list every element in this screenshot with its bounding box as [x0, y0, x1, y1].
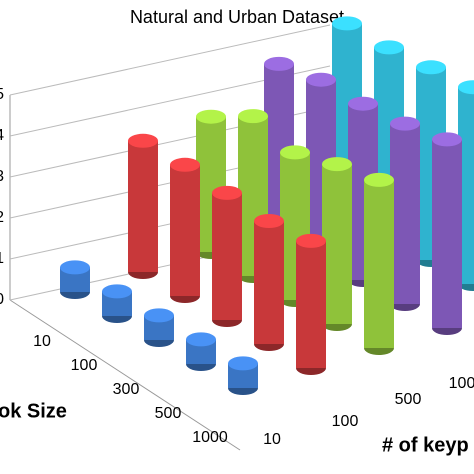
cylinder-top — [186, 332, 216, 347]
x-tick-label: 300 — [113, 381, 140, 398]
cylinder — [144, 308, 174, 347]
x-axis-label: ok Size — [0, 400, 67, 422]
cylinder-top — [228, 356, 258, 371]
x-tick-label: 500 — [155, 405, 182, 422]
y-tick-label: 2 — [0, 209, 4, 226]
bar — [432, 139, 462, 328]
floor-edge — [9, 299, 241, 451]
cylinder-top — [322, 157, 352, 172]
cylinder — [254, 214, 284, 351]
cylinder-top — [128, 133, 158, 148]
grid-line — [9, 24, 331, 96]
z-tick-label: 500 — [395, 391, 422, 408]
cylinder — [212, 185, 242, 327]
bar — [390, 123, 420, 304]
cylinder — [296, 233, 326, 375]
z-tick-label: 10 — [263, 431, 281, 448]
y-tick-label: 3 — [0, 168, 4, 185]
z-axis-label: # of keyp — [382, 434, 469, 456]
back-wall — [9, 95, 241, 451]
bar — [254, 221, 284, 344]
z-tick-label: 100 — [449, 375, 474, 392]
cylinder-top — [364, 172, 394, 187]
cylinder-top — [432, 132, 462, 147]
cylinder-top — [296, 233, 326, 248]
cylinder-top — [458, 80, 474, 95]
bar — [128, 140, 158, 272]
cylinder — [390, 116, 420, 311]
cylinder-top — [102, 284, 132, 299]
cylinder — [432, 132, 462, 335]
cylinder-top — [196, 109, 226, 124]
cylinder — [322, 157, 352, 331]
y-tick-label: 0 — [0, 291, 4, 308]
cylinder-top — [280, 145, 310, 160]
cylinder-top — [332, 16, 362, 31]
y-tick-label: 1 — [0, 250, 4, 267]
cylinder-top — [306, 72, 336, 87]
cylinder-top — [170, 157, 200, 172]
cylinder-top — [254, 214, 284, 228]
cylinder-top — [212, 185, 242, 200]
cylinder — [128, 133, 158, 279]
bar — [212, 192, 242, 320]
bar — [296, 240, 326, 368]
x-tick-label: 100 — [71, 357, 98, 374]
bar — [170, 164, 200, 296]
cylinder-top — [264, 56, 294, 71]
y-tick-label: 4 — [0, 127, 4, 144]
cylinder — [364, 172, 394, 355]
cylinder-top — [390, 116, 420, 131]
cylinder — [186, 332, 216, 371]
chart-title: Natural and Urban Dataset — [130, 7, 344, 27]
cylinder-top — [60, 260, 90, 275]
x-tick-label: 10 — [33, 333, 51, 350]
cylinder-top — [348, 96, 378, 111]
cylinder — [170, 157, 200, 303]
cylinder-top — [238, 109, 268, 124]
y-tick-label: 5 — [0, 86, 4, 103]
cylinder — [102, 284, 132, 323]
x-tick-label: 1000 — [192, 429, 228, 446]
cylinder-top — [416, 60, 446, 75]
bar — [364, 179, 394, 348]
bar — [322, 164, 352, 324]
z-tick-label: 100 — [332, 413, 359, 430]
cylinder — [60, 260, 90, 299]
cylinder-top — [374, 40, 404, 55]
cylinder-top — [144, 308, 174, 323]
cylinder — [228, 356, 258, 395]
